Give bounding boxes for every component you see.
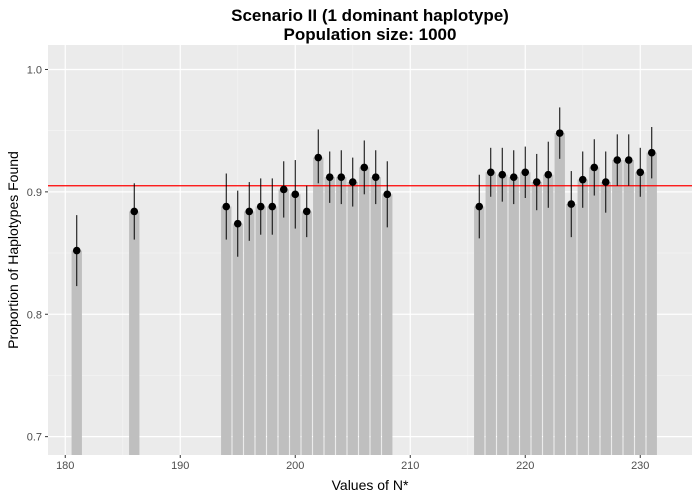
data-point	[590, 163, 599, 172]
data-point	[233, 219, 242, 228]
data-point	[371, 173, 380, 181]
bar	[71, 250, 82, 455]
data-point	[498, 170, 507, 179]
data-point	[601, 178, 610, 186]
bar	[244, 211, 255, 455]
bar	[543, 174, 554, 456]
data-point	[486, 168, 495, 177]
bar	[600, 182, 611, 455]
bar	[382, 194, 393, 456]
bar	[474, 206, 485, 455]
axis-ticks: 180 190 200 210 220 230 0.7 0.8 0.9 1.0	[27, 64, 650, 472]
data-point	[222, 202, 231, 211]
bar	[278, 189, 289, 455]
data-point	[130, 207, 139, 216]
bar	[612, 160, 623, 455]
data-point	[72, 246, 81, 255]
x-tick-label: 180	[56, 460, 74, 472]
data-point	[636, 168, 645, 177]
bar	[635, 172, 646, 456]
bar	[485, 172, 496, 456]
y-tick-label: 0.8	[27, 309, 42, 321]
bar	[313, 157, 324, 455]
bar	[646, 152, 657, 456]
bar	[221, 206, 232, 455]
data-point	[348, 178, 357, 186]
data-point	[613, 156, 622, 164]
x-tick-label: 190	[171, 460, 189, 472]
data-point	[555, 129, 564, 137]
bar	[577, 179, 588, 455]
data-point	[360, 163, 369, 172]
y-axis-title: Proportion of Haplotypes Found	[5, 151, 21, 349]
bars	[71, 133, 657, 456]
data-point	[475, 202, 484, 211]
data-point	[521, 168, 530, 177]
bar	[267, 206, 278, 455]
x-axis-title: Values of N*	[332, 477, 409, 493]
bar	[497, 174, 508, 456]
data-point	[325, 173, 334, 181]
bar	[301, 211, 312, 455]
y-tick-label: 1.0	[27, 64, 42, 76]
bar	[255, 206, 266, 455]
data-point	[279, 185, 288, 194]
bar	[359, 167, 370, 455]
data-point	[291, 190, 300, 199]
data-point	[544, 170, 553, 179]
x-tick-label: 220	[516, 460, 534, 472]
bar	[290, 194, 301, 456]
data-point	[578, 175, 587, 184]
data-point	[567, 200, 576, 208]
data-point	[314, 153, 323, 162]
bar	[336, 177, 347, 455]
x-tick-label: 230	[631, 460, 649, 472]
data-point	[337, 173, 346, 181]
bar	[324, 177, 335, 455]
bar	[589, 167, 600, 455]
data-point	[245, 207, 254, 216]
data-point	[624, 156, 633, 164]
bar	[347, 182, 358, 455]
data-point	[532, 178, 541, 186]
bar	[554, 133, 565, 456]
data-point	[302, 207, 311, 216]
bar	[508, 177, 519, 455]
points	[72, 129, 656, 255]
bar	[566, 204, 577, 455]
chart-title-line-1: Scenario II (1 dominant haplotype)	[231, 6, 509, 25]
data-point	[647, 148, 656, 157]
data-point	[509, 173, 518, 181]
bar	[129, 211, 140, 455]
y-tick-label: 0.7	[27, 432, 42, 444]
bar	[531, 182, 542, 455]
x-tick-label: 200	[286, 460, 304, 472]
bar	[520, 172, 531, 456]
bar	[370, 177, 381, 455]
bar	[623, 160, 634, 455]
data-point	[268, 202, 277, 211]
y-tick-label: 0.9	[27, 187, 42, 199]
chart-title-line-2: Population size: 1000	[284, 25, 457, 44]
data-point	[256, 202, 265, 211]
bar	[232, 223, 243, 455]
data-point	[383, 190, 392, 199]
x-tick-label: 210	[401, 460, 419, 472]
